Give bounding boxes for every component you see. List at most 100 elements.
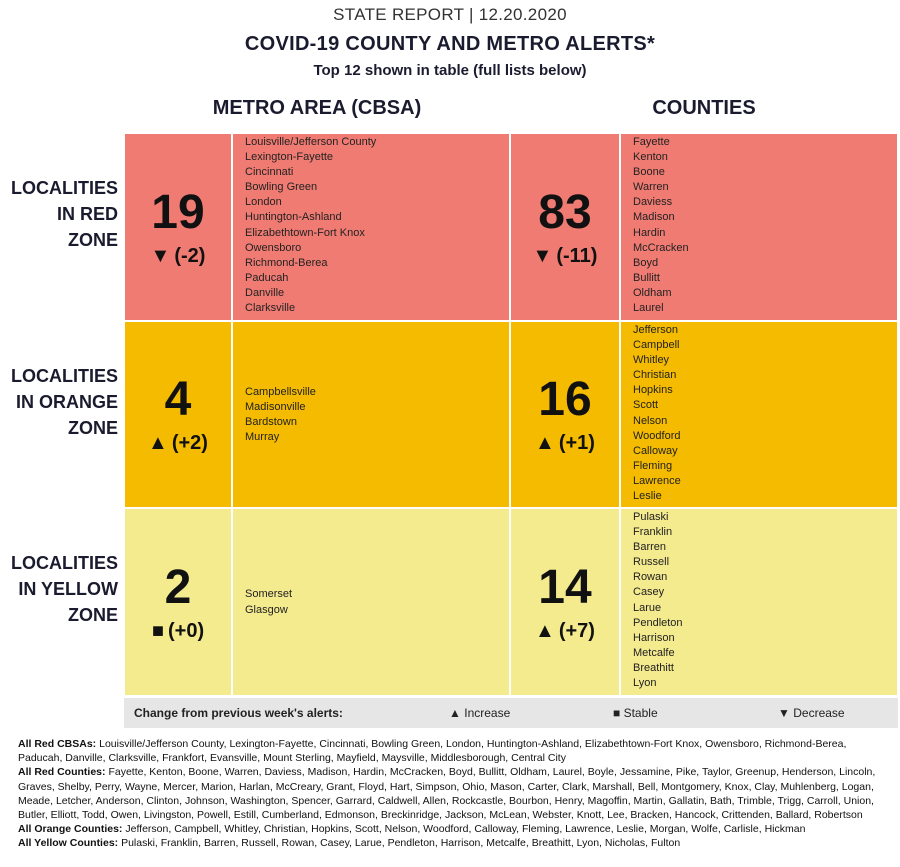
yellow-county-count-cell: 14 ▲ (+7) bbox=[510, 508, 620, 696]
list-item: Nelson bbox=[633, 414, 668, 427]
list-item: Lyon bbox=[633, 677, 657, 690]
stable-icon: ■ bbox=[613, 706, 621, 720]
list-item: Bardstown bbox=[245, 416, 297, 428]
list-item: Jefferson bbox=[633, 324, 679, 336]
orange-county-count-cell: 16 ▲ (+1) bbox=[510, 321, 620, 508]
list-item: Cincinnati bbox=[245, 166, 294, 179]
list-item: Glasgow bbox=[245, 603, 288, 616]
orange-county-change: ▲ (+1) bbox=[535, 432, 595, 454]
page-subtitle: Top 12 shown in table (full lists below) bbox=[313, 62, 587, 79]
red-county-count-cell: 83 ▼ (-11) bbox=[510, 133, 620, 321]
list-item: Rowan bbox=[633, 571, 668, 584]
orange-metro-count-cell: 4 ▲ (+2) bbox=[124, 321, 232, 508]
list-item: Hardin bbox=[633, 226, 666, 239]
row-label-yellow: LOCALITIES IN YELLOW ZONE bbox=[11, 553, 118, 625]
list-item: Paducah bbox=[245, 271, 289, 284]
list-item: Christian bbox=[633, 369, 677, 382]
list-item: Scott bbox=[633, 399, 659, 412]
list-item: Campbellsville bbox=[245, 385, 316, 398]
footer-red-counties: All Red Counties: Fayette, Kenton, Boone… bbox=[18, 766, 876, 822]
list-item: Hopkins bbox=[633, 384, 673, 397]
yellow-metro-count-cell: 2 ■ (+0) bbox=[124, 508, 232, 696]
yellow-county-list: Pulaski Franklin Barren Russell Rowan Casey La… bbox=[620, 508, 898, 696]
footer-red-cbsas: All Red CBSAs: Louisville/Jefferson Coun… bbox=[18, 738, 847, 765]
list-item: McCracken bbox=[633, 241, 689, 254]
list-item: Leslie bbox=[633, 490, 662, 503]
increase-icon: ▲ bbox=[148, 432, 168, 454]
list-item: Murray bbox=[245, 431, 280, 444]
column-header-metro: METRO AREA (CBSA) bbox=[212, 97, 422, 119]
list-item: Owensboro bbox=[245, 241, 302, 254]
report-date: STATE REPORT | 12.20.2020 bbox=[333, 5, 567, 24]
yellow-metro-list: Somerset Glasgow bbox=[232, 508, 510, 696]
red-county-list: Fayette Kenton Boone Warren Daviess Madison Ha… bbox=[620, 133, 898, 321]
stable-icon: ■ bbox=[151, 619, 164, 642]
yellow-county-count: 14 bbox=[538, 560, 592, 614]
list-item: Bowling Green bbox=[245, 181, 318, 194]
orange-county-count: 16 bbox=[538, 373, 592, 426]
list-item: Bullitt bbox=[633, 271, 660, 284]
column-header-counties: COUNTIES bbox=[652, 97, 756, 119]
red-metro-list: Louisville/Jefferson County Lexington-Fay… bbox=[232, 133, 510, 321]
legend-stable: ■ Stable bbox=[613, 706, 658, 720]
increase-icon: ▲ bbox=[449, 706, 461, 720]
yellow-metro-change: ■ (+0) bbox=[151, 619, 205, 642]
list-item: Danville bbox=[245, 286, 285, 299]
orange-metro-list: Campbellsville Madisonville Bardstown Murra… bbox=[232, 321, 510, 508]
list-item: Elizabethtown-Fort Knox bbox=[245, 226, 365, 239]
list-item: London bbox=[245, 196, 282, 209]
list-item: Calloway bbox=[633, 444, 678, 457]
red-metro-change: ▼ (-2) bbox=[150, 244, 206, 267]
decrease-icon: ▼ bbox=[150, 244, 171, 267]
red-metro-count-cell: 19 ▼ (-2) bbox=[124, 133, 232, 321]
list-item: Huntington-Ashland bbox=[245, 211, 342, 224]
red-county-count: 83 bbox=[538, 185, 592, 239]
list-item: Somerset bbox=[245, 588, 293, 601]
yellow-county-change: ▲ (+7) bbox=[535, 619, 595, 642]
row-label-orange: LOCALITIES IN ORANGE ZONE bbox=[11, 366, 118, 438]
list-item: Louisville/Jefferson County bbox=[245, 136, 377, 148]
increase-icon: ▲ bbox=[535, 432, 555, 454]
footer-yellow-counties: All Yellow Counties: Pulaski, Franklin, … bbox=[18, 837, 681, 850]
list-item: Russell bbox=[633, 556, 670, 569]
list-item: Lexington-Fayette bbox=[245, 151, 334, 164]
list-item: Madison bbox=[633, 211, 675, 224]
list-item: Oldham bbox=[633, 286, 672, 299]
legend-bar: Change from previous week's alerts: ▲ In… bbox=[124, 698, 898, 728]
orange-metro-change: ▲ (+2) bbox=[148, 432, 208, 454]
list-item: Boyd bbox=[633, 256, 659, 269]
list-item: Whitley bbox=[633, 354, 670, 367]
list-item: Kenton bbox=[633, 151, 668, 164]
legend-increase: ▲ Increase bbox=[449, 706, 511, 720]
red-metro-count: 19 bbox=[151, 185, 205, 239]
list-item: Pulaski bbox=[633, 511, 669, 523]
list-item: Franklin bbox=[633, 526, 673, 539]
full-lists: All Red CBSAs: Louisville/Jefferson Coun… bbox=[18, 737, 878, 851]
list-item: Barren bbox=[633, 541, 667, 554]
legend-label: Change from previous week's alerts: bbox=[134, 706, 343, 720]
list-item: Daviess bbox=[633, 196, 673, 209]
list-item: Laurel bbox=[633, 302, 664, 315]
list-item: Fayette bbox=[633, 136, 670, 148]
footer-orange-counties: All Orange Counties: Jefferson, Campbell… bbox=[18, 823, 806, 836]
list-item: Warren bbox=[633, 181, 669, 194]
list-item: Boone bbox=[633, 166, 665, 179]
list-item: Metcalfe bbox=[633, 646, 675, 659]
row-label-red: LOCALITIES IN RED ZONE bbox=[11, 178, 118, 250]
orange-metro-count: 4 bbox=[164, 373, 192, 426]
list-item: Harrison bbox=[633, 631, 675, 644]
list-item: Breathitt bbox=[633, 661, 674, 674]
page-title: COVID-19 COUNTY AND METRO ALERTS* bbox=[244, 33, 656, 55]
list-item: Larue bbox=[633, 601, 662, 614]
list-item: Clarksville bbox=[245, 302, 296, 315]
yellow-metro-count: 2 bbox=[164, 560, 192, 614]
list-item: Lawrence bbox=[633, 474, 681, 487]
list-item: Pendleton bbox=[633, 616, 683, 629]
red-county-change: ▼ (-11) bbox=[532, 244, 598, 267]
list-item: Fleming bbox=[633, 459, 673, 472]
list-item: Casey bbox=[633, 586, 665, 599]
increase-icon: ▲ bbox=[535, 619, 555, 642]
list-item: Woodford bbox=[633, 429, 681, 442]
decrease-icon: ▼ bbox=[778, 706, 790, 720]
decrease-icon: ▼ bbox=[532, 244, 553, 267]
